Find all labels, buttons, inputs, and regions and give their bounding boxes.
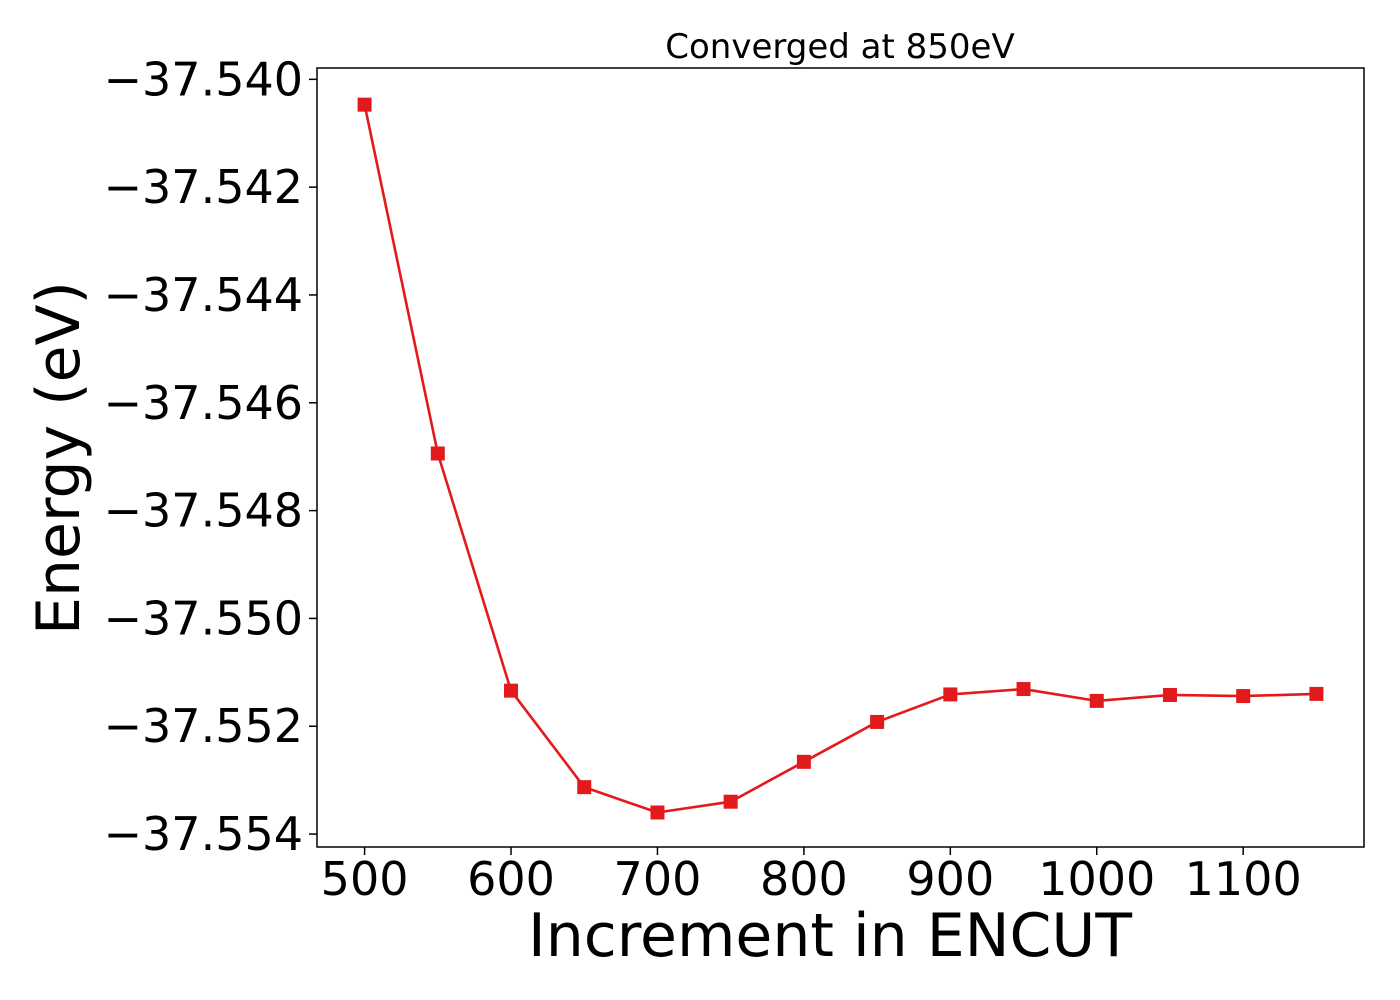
x-axis-label: Increment in ENCUT [528,901,1132,971]
data-point [1309,686,1324,701]
data-point [430,446,445,461]
y-tick-label: −37.546 [104,376,304,430]
y-tick-label: −37.552 [104,699,304,753]
data-point [577,780,592,795]
x-tick-label: 600 [467,852,555,906]
x-tick-label: 900 [906,852,994,906]
x-axis-ticks: 500 600 700 800 900 1000 1100 [321,847,1302,906]
y-tick-label: −37.554 [104,807,304,861]
series-line [363,104,1317,814]
data-point [870,714,885,729]
x-tick-label: 1000 [1038,852,1155,906]
data-point [723,794,738,809]
x-tick-label: 800 [760,852,848,906]
plot-layer [357,97,1324,820]
data-point [504,683,519,698]
y-tick-label: −37.540 [104,52,304,106]
data-point [1016,682,1031,697]
data-point [1236,689,1251,704]
y-tick-label: −37.542 [104,160,304,214]
data-point [796,754,811,769]
data-point [943,687,958,702]
y-axis-ticks: −37.540 −37.542 −37.544 −37.546 −37.548 −37.5… [104,52,317,861]
x-tick-label: 700 [614,852,702,906]
data-point [1162,687,1177,702]
y-axis-label: Energy (eV) [24,281,94,635]
data-point [1089,693,1104,708]
y-tick-label: −37.544 [104,268,304,322]
chart-title: Converged at 850eV [665,27,1014,67]
y-tick-label: −37.550 [104,591,304,645]
plot-area-frame [316,67,1365,848]
data-point [357,97,372,112]
x-tick-label: 500 [321,852,409,906]
y-tick-label: −37.548 [104,484,304,538]
x-tick-label: 1100 [1185,852,1302,906]
data-point [650,805,665,820]
